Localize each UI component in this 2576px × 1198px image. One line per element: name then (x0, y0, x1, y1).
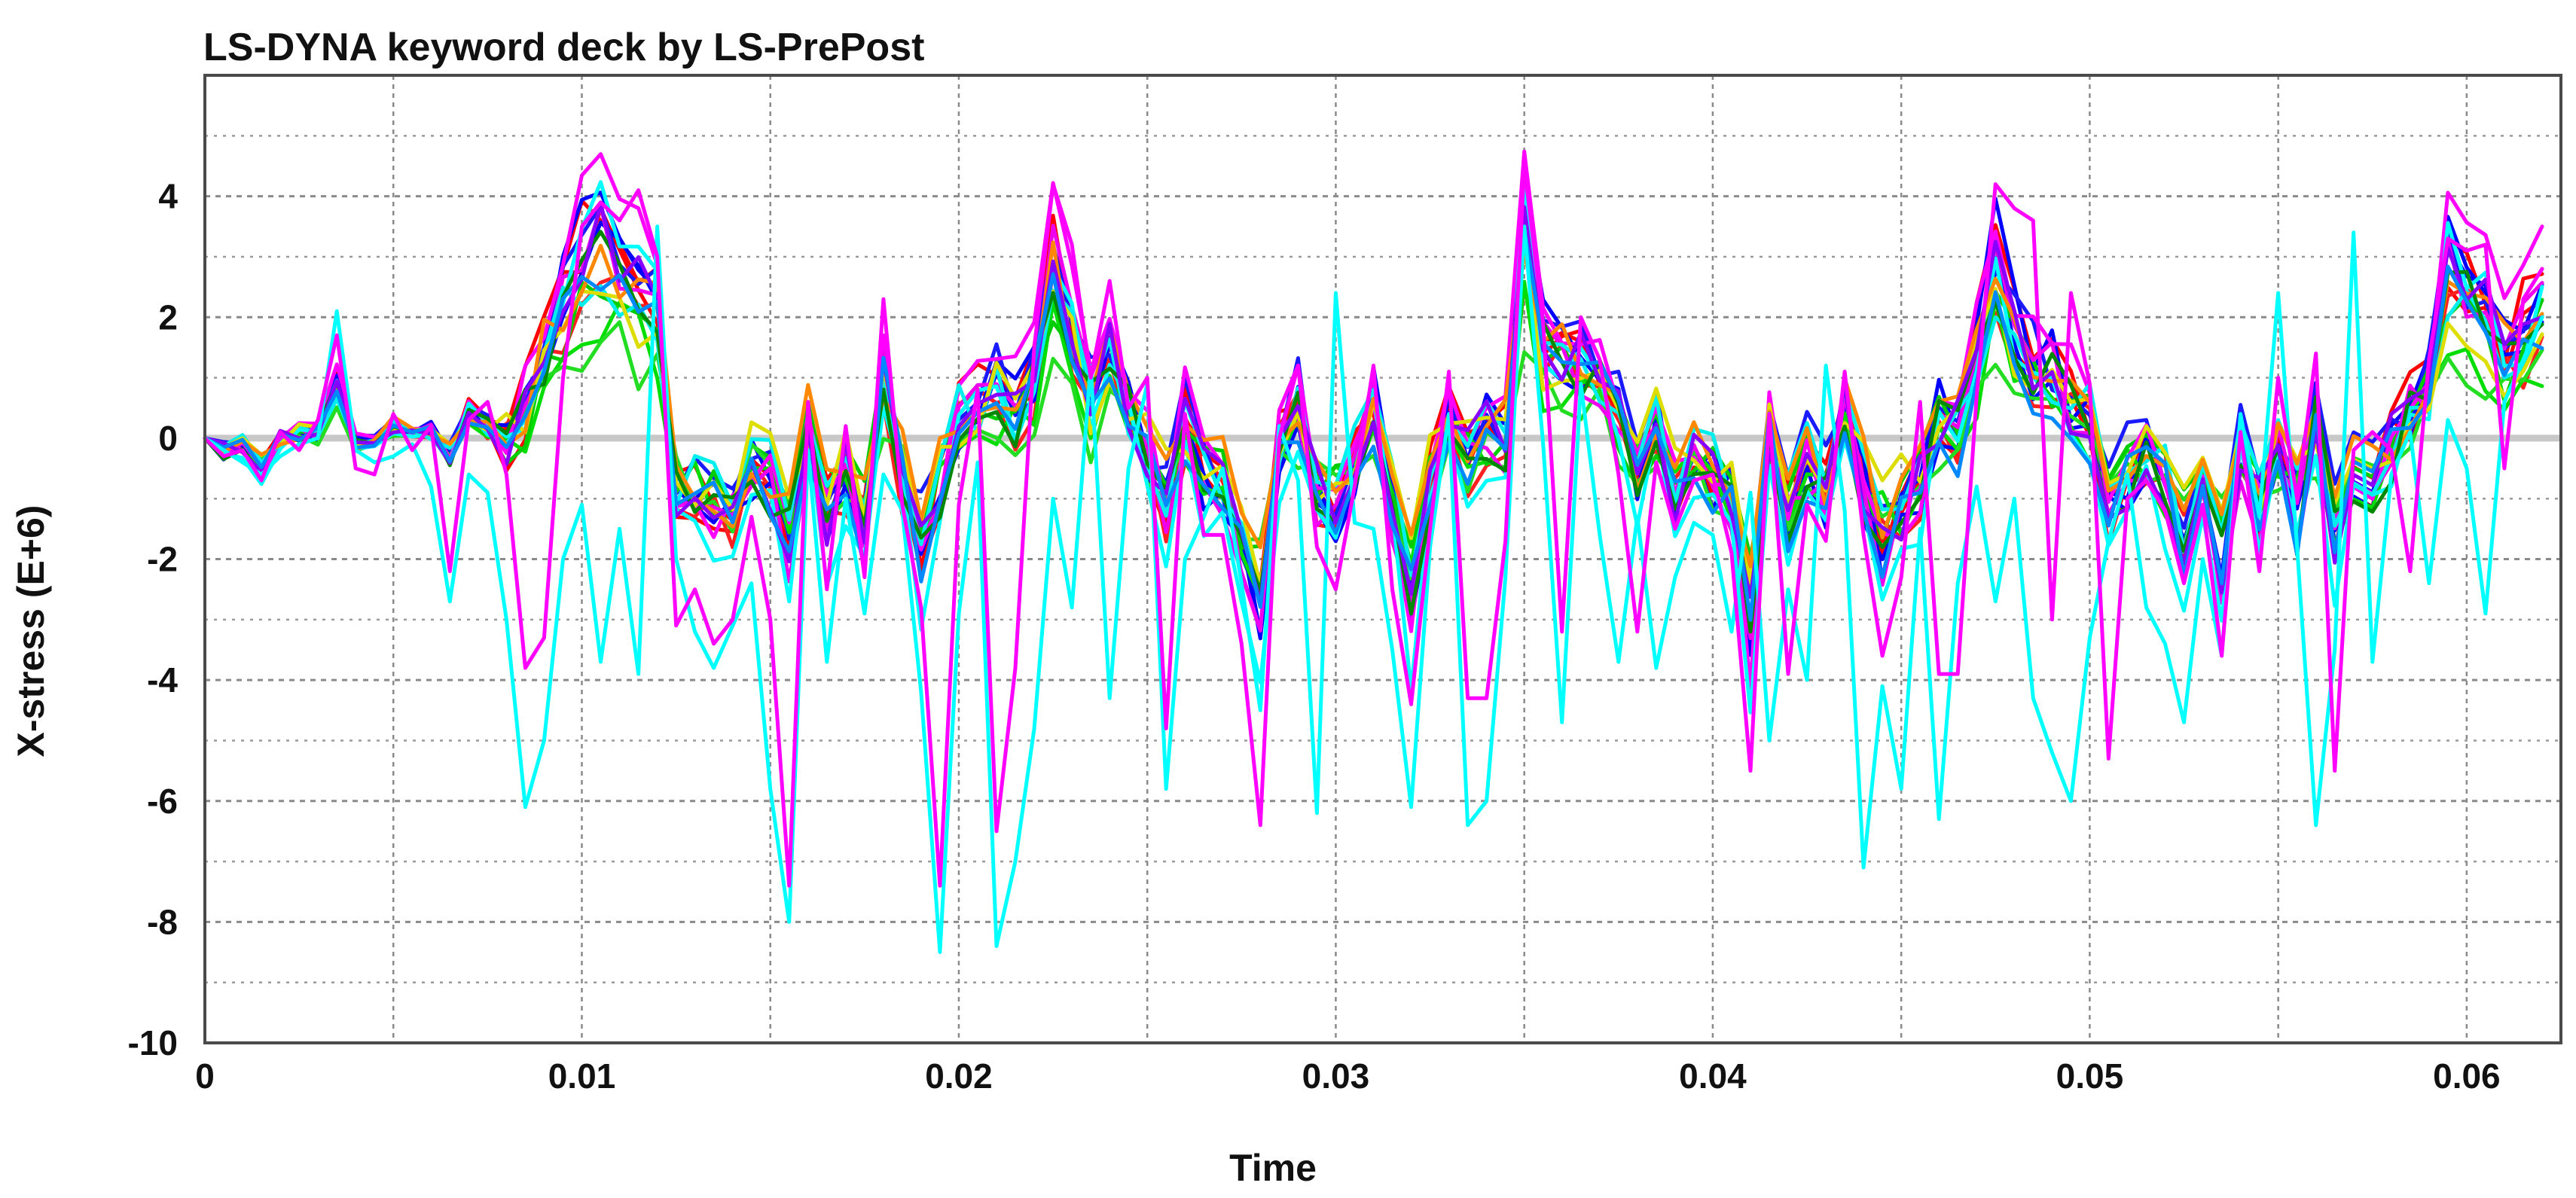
y-axis-label: X-stress (E+6) (10, 505, 52, 758)
x-axis-label: Time (1229, 1147, 1317, 1189)
y-tick-label: 2 (158, 297, 178, 337)
chart-title: LS-DYNA keyword deck by LS-PrePost (203, 26, 924, 69)
y-tick-label: -6 (147, 782, 178, 821)
x-tick-label: 0.01 (548, 1056, 616, 1096)
x-tick-label: 0.03 (1302, 1056, 1370, 1096)
x-tick-labels: 0 0.01 0.02 0.03 0.04 0.05 0.06 (195, 1056, 2500, 1096)
y-tick-label: -10 (128, 1023, 178, 1062)
x-tick-label: 0.05 (2056, 1056, 2124, 1096)
plot-frame (203, 74, 2562, 1044)
y-tick-label: -2 (147, 540, 178, 579)
series-line-17 (203, 201, 2544, 605)
x-tick-label: 0.04 (1679, 1056, 1747, 1096)
y-tick-labels: -10 -8 -6 -4 -2 0 2 4 (128, 177, 179, 1062)
series-line-18 (203, 227, 2544, 622)
y-tick-label: -4 (147, 660, 178, 700)
x-tick-label: 0.06 (2433, 1056, 2501, 1096)
x-tick-label: 0.02 (925, 1056, 993, 1096)
extreme-series-line-2 (203, 164, 2544, 888)
extreme-series-line-1 (203, 224, 2544, 954)
y-tick-label: 4 (158, 177, 178, 216)
y-tick-label: -8 (147, 902, 178, 941)
x-tick-label: 0 (195, 1056, 215, 1096)
series-layer (203, 149, 2544, 954)
y-tick-label: 0 (158, 419, 178, 458)
